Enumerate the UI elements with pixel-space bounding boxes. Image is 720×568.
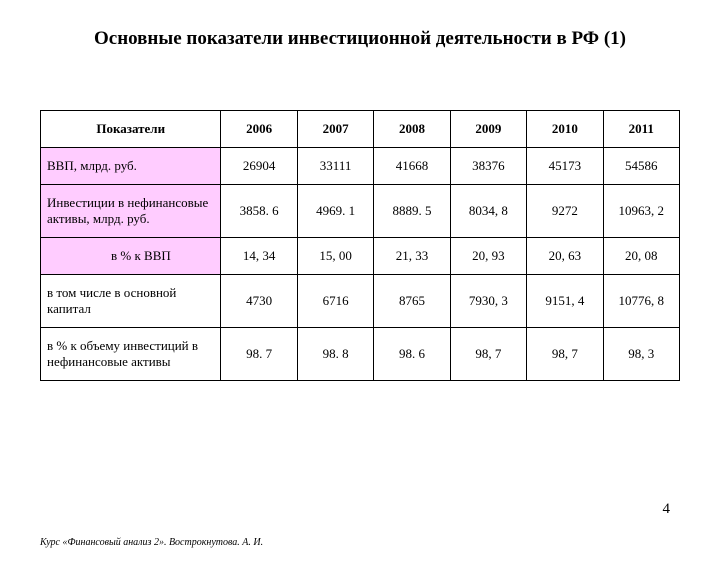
cell: 20, 63 — [527, 238, 603, 275]
cell: 33111 — [297, 148, 373, 185]
cell: 4730 — [221, 275, 297, 328]
header-row: Показатели 2006 2007 2008 2009 2010 2011 — [41, 111, 680, 148]
header-2007: 2007 — [297, 111, 373, 148]
table-row: Инвестиции в нефинансовые активы, млрд. … — [41, 185, 680, 238]
cell: 8889. 5 — [374, 185, 450, 238]
data-table-wrap: Показатели 2006 2007 2008 2009 2010 2011… — [40, 110, 680, 381]
row-label: в том числе в основной капитал — [41, 275, 221, 328]
cell: 21, 33 — [374, 238, 450, 275]
header-2011: 2011 — [603, 111, 679, 148]
row-label: в % к объему инвестиций в нефинансовые а… — [41, 328, 221, 381]
cell: 20, 93 — [450, 238, 526, 275]
page-number: 4 — [663, 501, 671, 518]
cell: 9151, 4 — [527, 275, 603, 328]
table-row: в % к объему инвестиций в нефинансовые а… — [41, 328, 680, 381]
cell: 7930, 3 — [450, 275, 526, 328]
row-label: в % к ВВП — [41, 238, 221, 275]
cell: 98. 7 — [221, 328, 297, 381]
row-label: Инвестиции в нефинансовые активы, млрд. … — [41, 185, 221, 238]
cell: 54586 — [603, 148, 679, 185]
page-title: Основные показатели инвестиционной деяте… — [0, 28, 720, 50]
cell: 41668 — [374, 148, 450, 185]
table-row: ВВП, млрд. руб. 26904 33111 41668 38376 … — [41, 148, 680, 185]
footer-text: Курс «Финансовый анализ 2». Вострокнутов… — [40, 537, 263, 548]
table-row: в % к ВВП 14, 34 15, 00 21, 33 20, 93 20… — [41, 238, 680, 275]
cell: 26904 — [221, 148, 297, 185]
data-table: Показатели 2006 2007 2008 2009 2010 2011… — [40, 110, 680, 381]
header-2009: 2009 — [450, 111, 526, 148]
cell: 98, 7 — [527, 328, 603, 381]
header-2010: 2010 — [527, 111, 603, 148]
cell: 98, 7 — [450, 328, 526, 381]
header-2006: 2006 — [221, 111, 297, 148]
cell: 10963, 2 — [603, 185, 679, 238]
cell: 98. 6 — [374, 328, 450, 381]
header-label: Показатели — [41, 111, 221, 148]
cell: 10776, 8 — [603, 275, 679, 328]
cell: 3858. 6 — [221, 185, 297, 238]
cell: 4969. 1 — [297, 185, 373, 238]
cell: 14, 34 — [221, 238, 297, 275]
cell: 6716 — [297, 275, 373, 328]
cell: 45173 — [527, 148, 603, 185]
cell: 20, 08 — [603, 238, 679, 275]
cell: 15, 00 — [297, 238, 373, 275]
cell: 98. 8 — [297, 328, 373, 381]
cell: 8765 — [374, 275, 450, 328]
cell: 8034, 8 — [450, 185, 526, 238]
row-label: ВВП, млрд. руб. — [41, 148, 221, 185]
cell: 38376 — [450, 148, 526, 185]
table-row: в том числе в основной капитал 4730 6716… — [41, 275, 680, 328]
cell: 98, 3 — [603, 328, 679, 381]
cell: 9272 — [527, 185, 603, 238]
header-2008: 2008 — [374, 111, 450, 148]
